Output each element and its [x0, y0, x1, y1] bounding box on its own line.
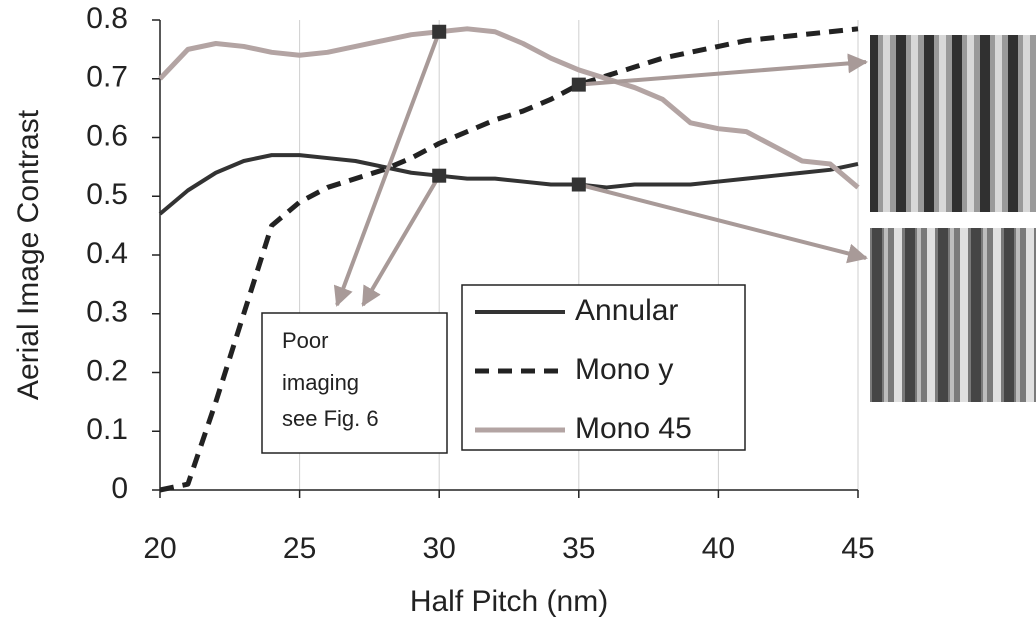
- series-line: [160, 29, 858, 188]
- y-tick-label: 0.7: [86, 61, 128, 94]
- point-marker: [432, 25, 446, 39]
- arrow: [579, 62, 866, 85]
- sem-image-top: [870, 35, 1036, 212]
- point-marker: [572, 178, 586, 192]
- y-tick-label: 0.3: [86, 296, 128, 329]
- y-tick-label: 0: [111, 472, 128, 505]
- y-tick-label: 0.4: [86, 237, 128, 270]
- chart: Poor imaging see Fig. 6 Half Pitch (nm) …: [0, 0, 1036, 624]
- x-tick-label: 35: [562, 532, 595, 565]
- legend-label: Mono 45: [575, 412, 692, 445]
- point-marker: [572, 78, 586, 92]
- x-axis-title: Half Pitch (nm): [410, 585, 608, 618]
- y-axis-title: Aerial Image Contrast: [12, 109, 45, 400]
- legend-label: Mono y: [575, 353, 673, 386]
- point-marker: [432, 169, 446, 183]
- x-tick-label: 20: [143, 532, 176, 565]
- x-tick-label: 30: [423, 532, 456, 565]
- series-line: [160, 155, 858, 214]
- x-tick-label: 25: [283, 532, 316, 565]
- x-tick-label: 40: [702, 532, 735, 565]
- legend-label: Annular: [575, 294, 678, 327]
- annotation-text: see Fig. 6: [282, 406, 379, 431]
- annotation-text: Poor: [282, 328, 328, 353]
- y-tick-label: 0.6: [86, 119, 128, 152]
- y-tick-label: 0.8: [86, 2, 128, 35]
- y-tick-label: 0.5: [86, 178, 128, 211]
- arrow: [363, 176, 439, 305]
- x-tick-label: 45: [841, 532, 874, 565]
- arrow: [579, 185, 866, 259]
- y-tick-label: 0.1: [86, 413, 128, 446]
- sem-image-bottom: [870, 228, 1036, 402]
- y-tick-label: 0.2: [86, 354, 128, 387]
- annotation-text: imaging: [282, 370, 359, 395]
